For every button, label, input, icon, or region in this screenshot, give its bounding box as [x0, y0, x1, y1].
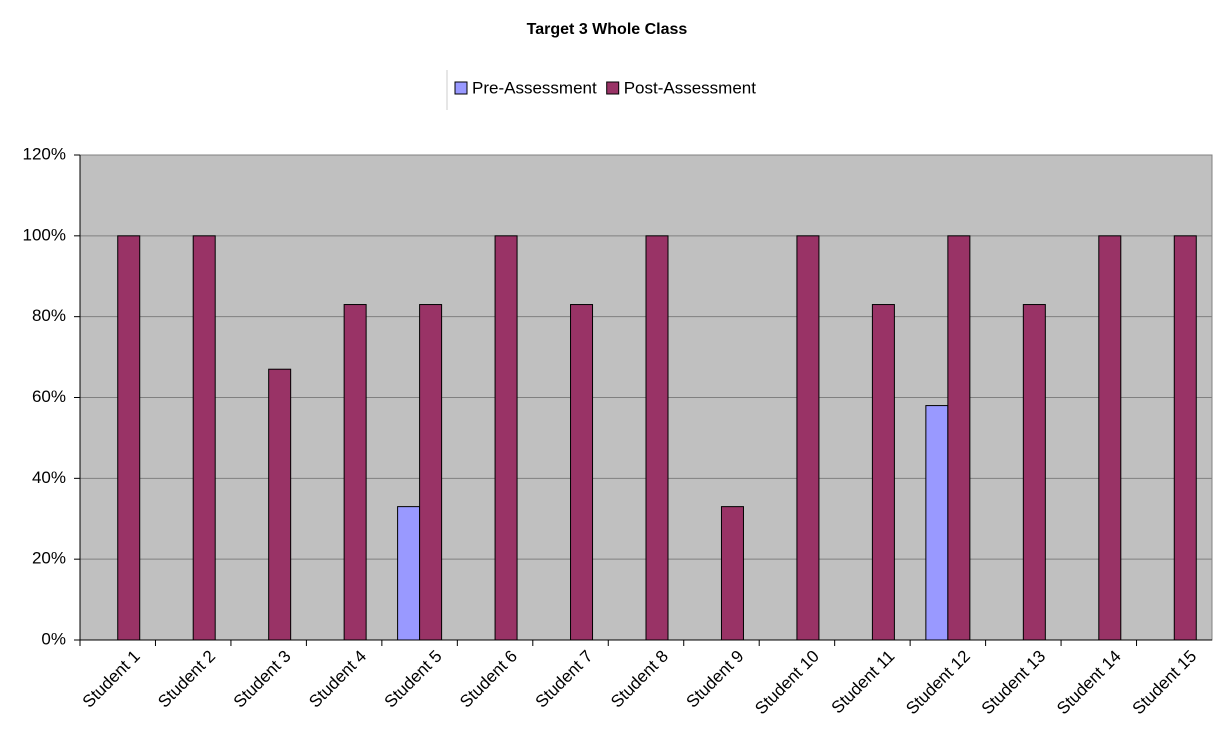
legend-label: Pre-Assessment — [472, 78, 597, 97]
bar — [343, 304, 367, 641]
bar — [1022, 304, 1046, 641]
bar — [1098, 235, 1122, 641]
bar — [720, 506, 744, 641]
bar — [419, 304, 443, 641]
x-tick-label: Student 13 — [978, 647, 1050, 719]
bar — [871, 304, 895, 641]
bar — [1173, 235, 1197, 641]
y-tick-label: 0% — [41, 629, 66, 648]
x-tick-label: Student 1 — [79, 647, 144, 712]
bar — [117, 235, 141, 641]
x-tick-label: Student 7 — [532, 647, 597, 712]
y-tick-label: 80% — [32, 306, 66, 325]
bar — [947, 235, 971, 641]
legend-swatch — [606, 81, 620, 95]
x-tick-label: Student 11 — [828, 647, 899, 718]
bar — [494, 235, 518, 641]
bar — [796, 235, 820, 641]
x-tick-label: Student 6 — [456, 647, 521, 712]
x-tick-label: Student 3 — [230, 647, 295, 712]
bar — [397, 506, 421, 641]
bar — [570, 304, 594, 641]
x-tick-label: Student 14 — [1053, 647, 1125, 719]
y-tick-label: 40% — [32, 468, 66, 487]
bar — [645, 235, 669, 641]
x-tick-label: Student 5 — [381, 647, 446, 712]
x-tick-label: Student 9 — [683, 647, 748, 712]
x-tick-label: Student 15 — [1129, 647, 1201, 719]
y-tick-label: 100% — [23, 225, 66, 244]
legend-swatch — [454, 81, 468, 95]
chart-title: Target 3 Whole Class — [527, 21, 688, 38]
bar — [192, 235, 216, 641]
x-tick-label: Student 8 — [607, 647, 672, 712]
y-tick-label: 20% — [32, 549, 66, 568]
x-tick-label: Student 10 — [751, 647, 823, 719]
y-tick-label: 60% — [32, 387, 66, 406]
bar — [268, 368, 292, 641]
bar — [925, 405, 949, 641]
x-tick-label: Student 12 — [902, 647, 974, 719]
y-tick-label: 120% — [23, 144, 66, 163]
x-tick-label: Student 4 — [305, 647, 370, 712]
legend-label: Post-Assessment — [624, 78, 757, 97]
x-tick-label: Student 2 — [154, 647, 219, 712]
